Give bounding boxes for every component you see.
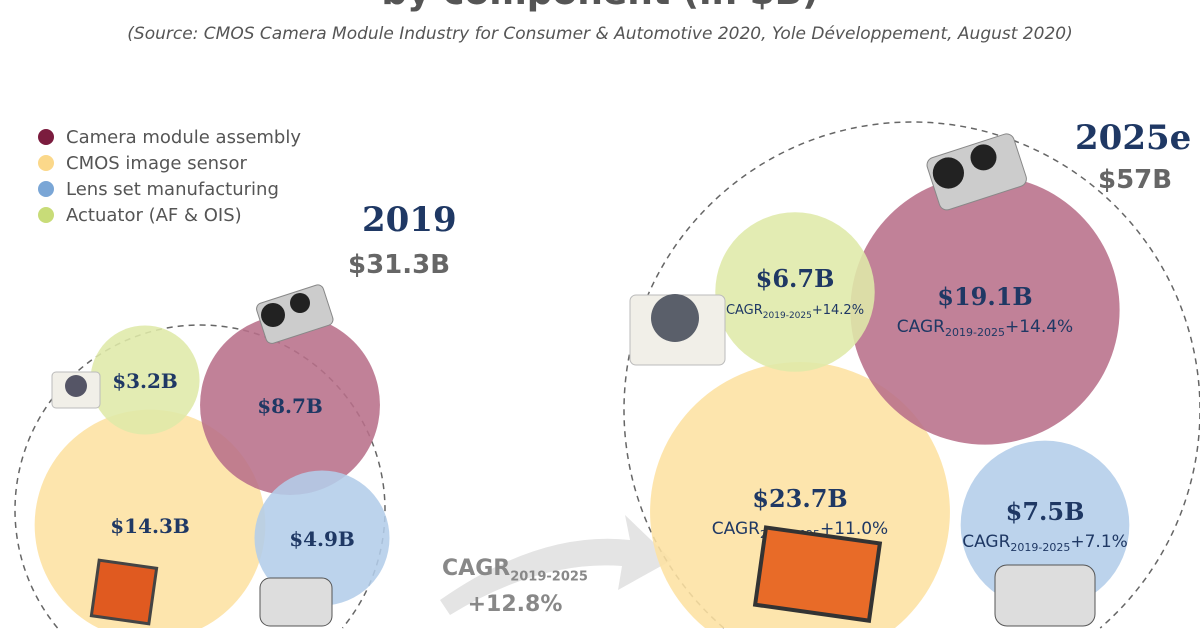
cagr-label: CAGR2019-2025+7.1% [962,532,1128,554]
actuator-hole [65,375,87,397]
bubble-2025e-camera [850,175,1120,445]
cagr-value: +12.8% [467,592,563,618]
legend-label: Camera module assembly [66,126,302,148]
cagr-label: CAGR2019-2025+14.2% [726,303,864,321]
camera-module-image-2019-lens [290,293,310,313]
year-2019-label: 2019 [362,200,457,240]
bubble-2019-camera [200,315,380,495]
cmos-sensor-image-2019 [89,558,159,626]
value-label: $4.9B [289,527,355,551]
total-2019: $31.3B [348,250,451,280]
legend-item-cmos: CMOS image sensor [38,150,301,176]
chart-title: by component (in $B) [0,0,1200,13]
legend-label: Lens set manufacturing [66,178,279,200]
legend: Camera module assembly CMOS image sensor… [38,124,301,228]
camera-module-image-2025-lens [932,157,965,189]
value-label: $14.3B [110,514,190,538]
camera-module-image-2025 [926,133,1027,211]
camera-module-image-2019 [256,284,334,344]
market-outline-2025e [623,121,1200,629]
legend-swatch [38,207,54,223]
market-outline-2019 [14,324,386,629]
legend-item-actuator: Actuator (AF & OIS) [38,202,301,228]
growth-arrow [440,515,672,615]
legend-item-camera-module: Camera module assembly [38,124,301,150]
legend-swatch [38,181,54,197]
legend-item-lens: Lens set manufacturing [38,176,301,202]
lens-image-2025 [994,564,1096,627]
source-note: (Source: CMOS Camera Module Industry for… [127,24,1073,44]
legend-label: CMOS image sensor [66,152,247,174]
total-2025: $57B [1098,165,1173,195]
value-label: $8.7B [257,394,323,418]
value-label: $19.1B [937,282,1032,311]
bubble-2025e-actuator [715,212,875,372]
cagr-label: CAGR [442,556,511,581]
value-label: $7.5B [1006,497,1085,526]
year-2025-label: 2025e [1075,118,1192,158]
lens-image-2019 [259,577,333,627]
bubble-2019-lens [254,470,390,606]
overall-cagr: CAGR2019-2025 +12.8% [420,555,610,619]
cagr-period: 2019-2025 [510,569,588,585]
cagr-label: CAGR2019-2025+14.4% [897,317,1073,339]
camera-module-image-2025-lens [970,144,997,171]
legend-swatch [38,155,54,171]
cmos-sensor-image-2025 [752,525,883,623]
actuator-hole [651,294,699,342]
legend-label: Actuator (AF & OIS) [66,204,242,226]
legend-swatch [38,129,54,145]
camera-module-image-2019-lens [261,303,285,327]
bubble-2019-cmos [34,409,266,628]
value-label: $3.2B [112,369,178,393]
bubble-2019-actuator [90,325,200,435]
value-label: $6.7B [756,264,835,293]
value-label: $23.7B [752,484,847,513]
